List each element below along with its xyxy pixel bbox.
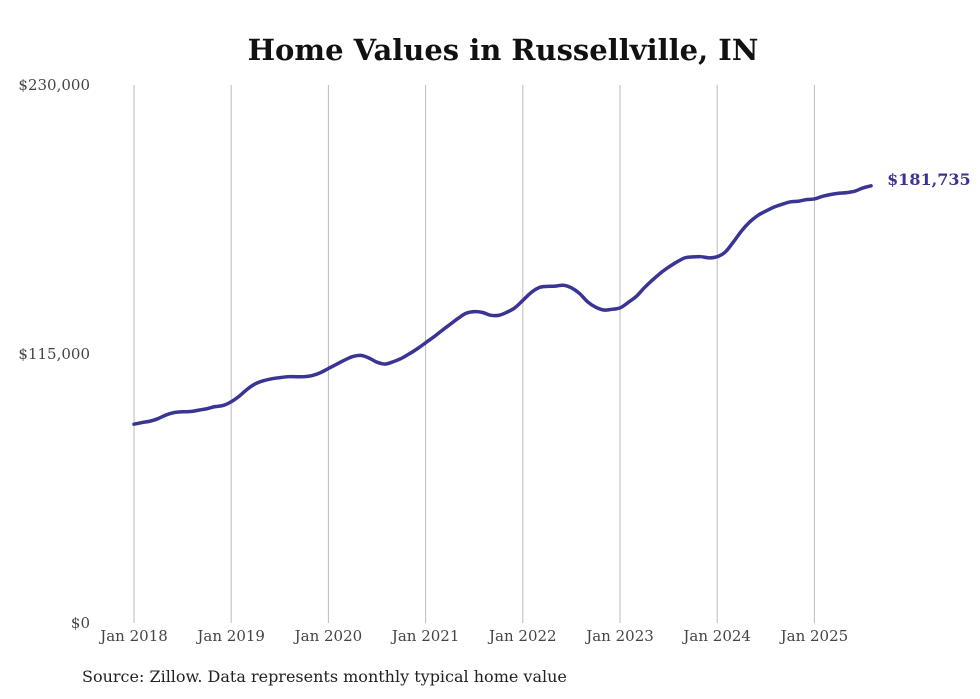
x-tick-label: Jan 2019 [195,627,265,645]
x-axis: Jan 2018 Jan 2019 Jan 2020 Jan 2021 Jan 2022… [98,627,848,645]
source-note: Source: Zillow. Data represents monthly … [82,667,567,686]
x-tick-label: Jan 2021 [390,627,460,645]
end-value-label: $181,735 [887,170,971,189]
home-value-line [132,184,873,426]
x-tick-label: Jan 2024 [681,627,751,645]
y-tick-label: $230,000 [18,76,90,94]
chart-title: Home Values in Russellville, IN [248,33,759,67]
x-tick-label: Jan 2023 [584,627,654,645]
grid-lines [133,85,815,623]
y-tick-label: $0 [71,614,90,632]
x-tick-label: Jan 2025 [779,627,849,645]
y-tick-label: $115,000 [18,345,90,363]
x-tick-label: Jan 2022 [487,627,557,645]
y-axis: $0 $115,000 $230,000 [18,76,90,632]
x-tick-label: Jan 2018 [98,627,168,645]
x-tick-label: Jan 2020 [293,627,363,645]
